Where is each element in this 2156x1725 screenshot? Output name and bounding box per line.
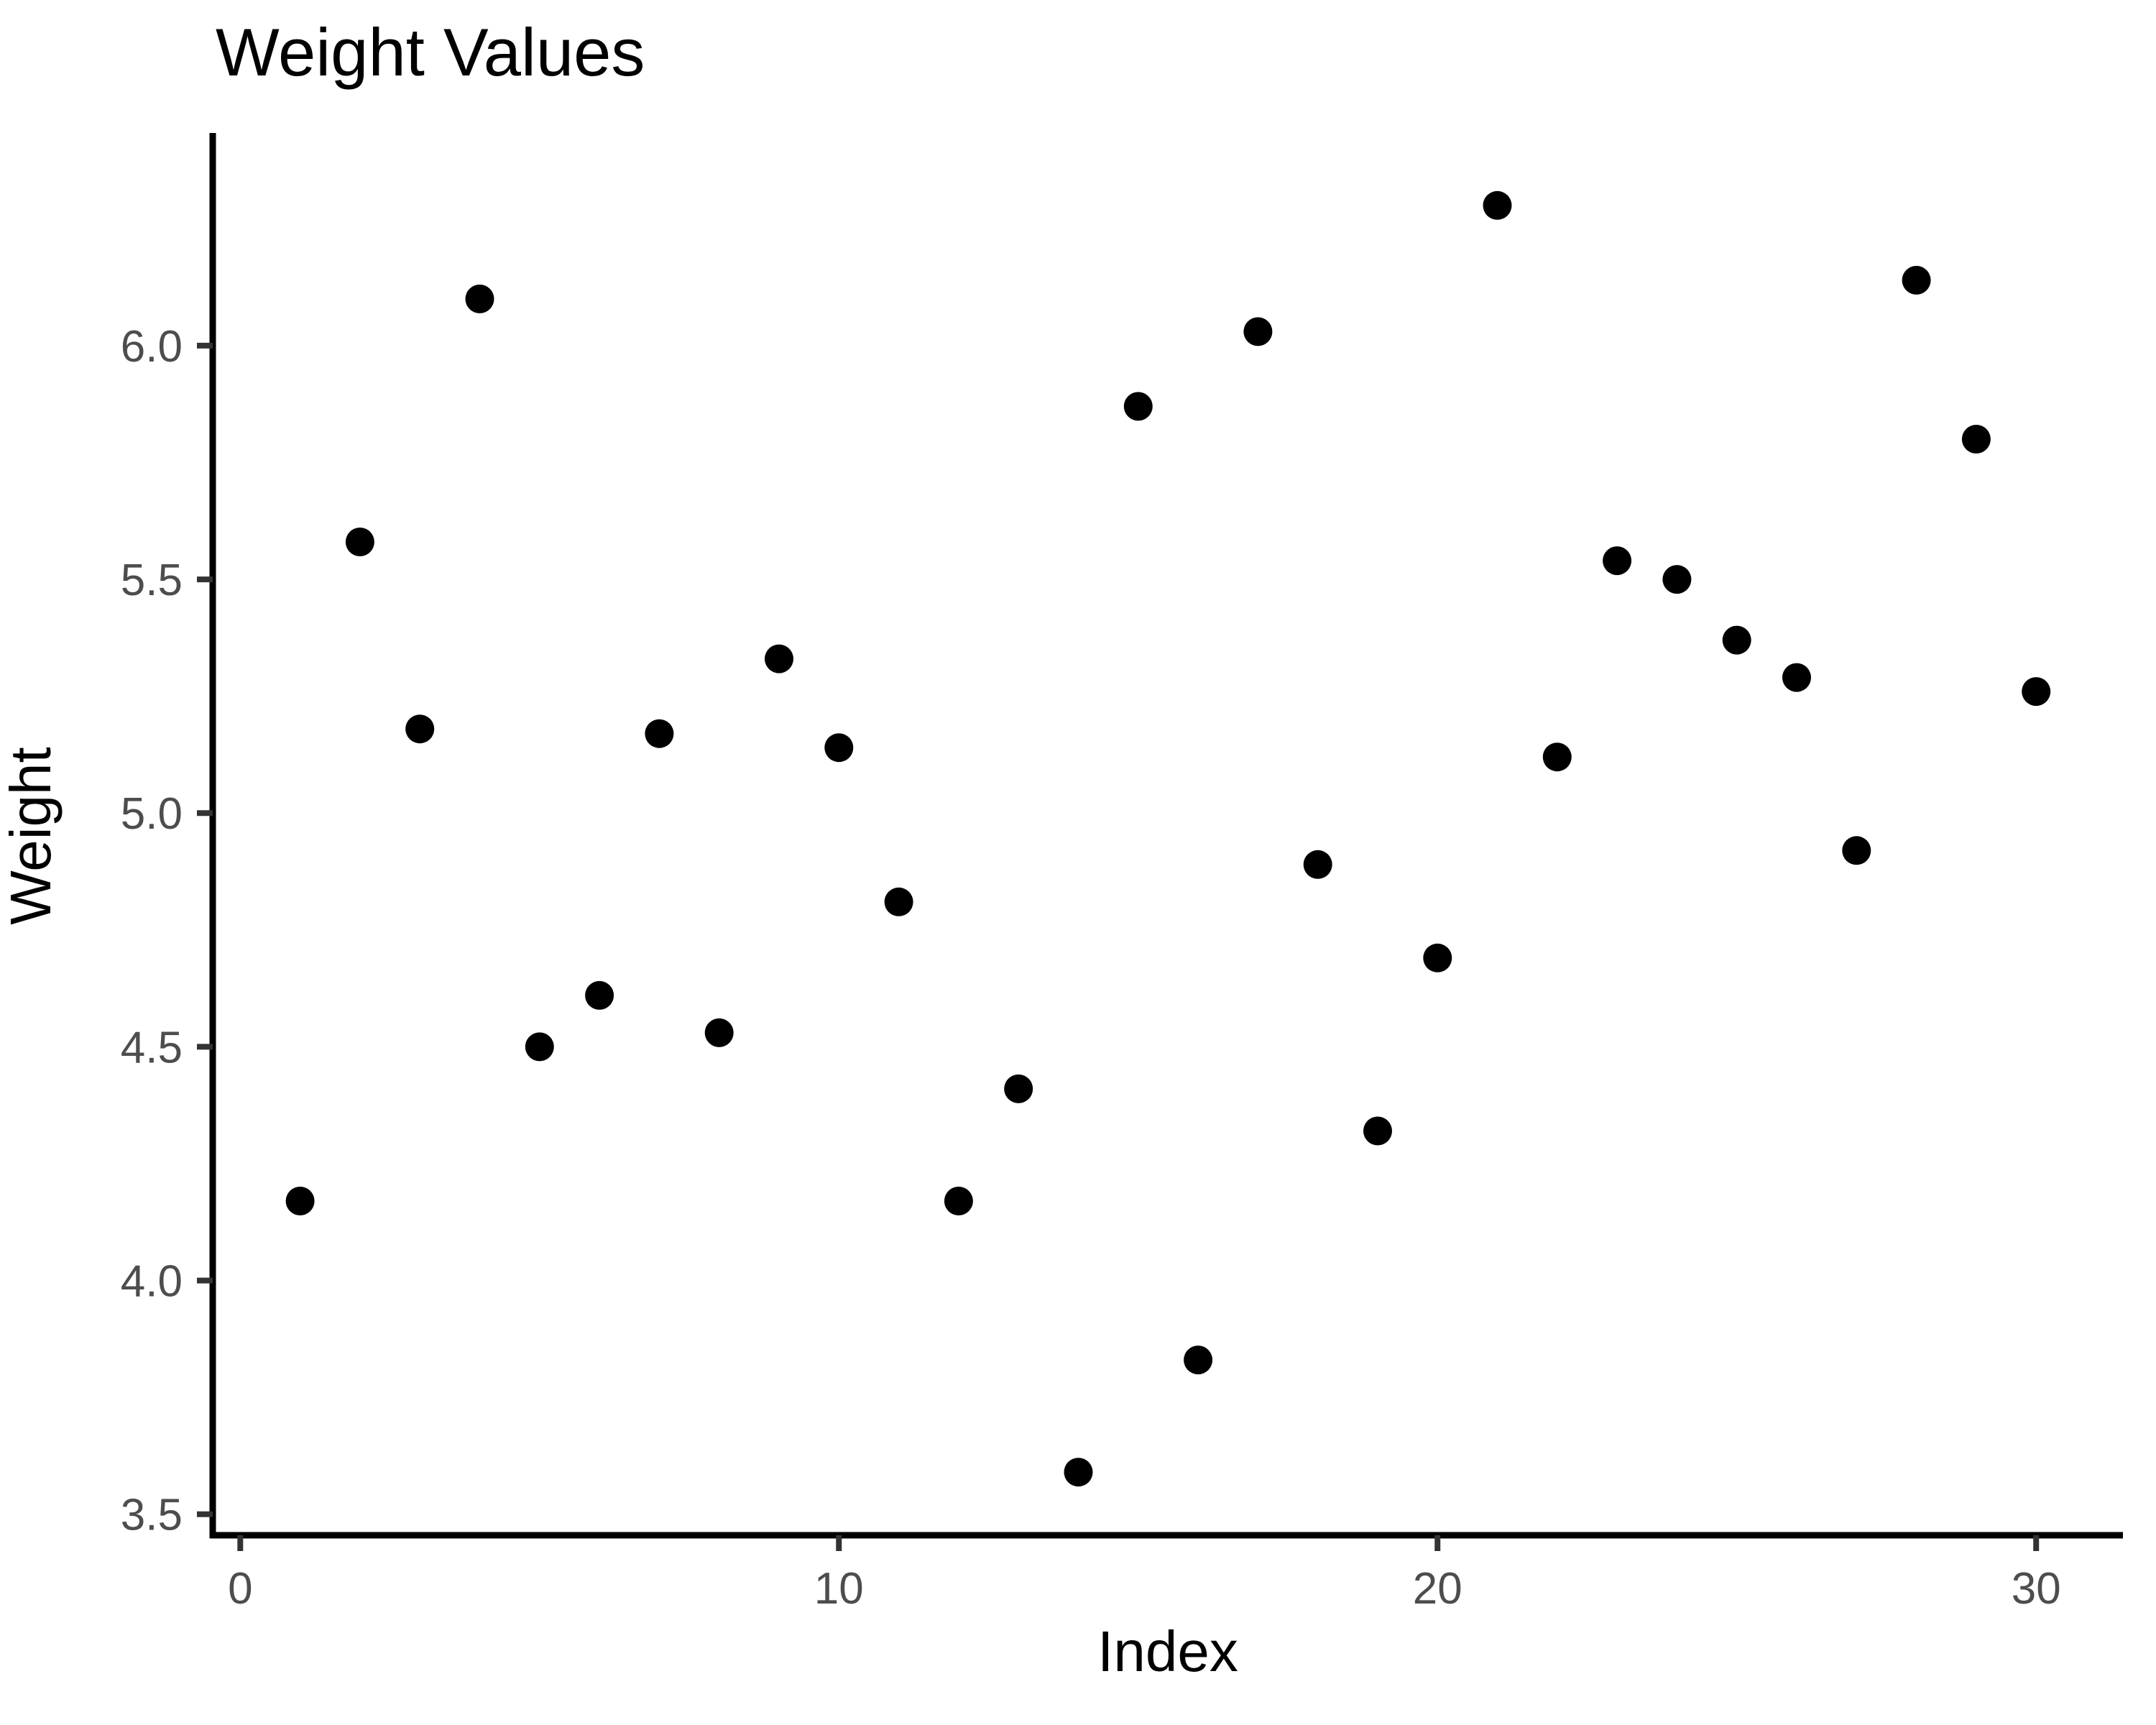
x-axis-label: Index (1097, 1619, 1238, 1683)
data-point (585, 980, 614, 1010)
data-point (465, 284, 494, 313)
data-point (525, 1032, 554, 1062)
data-point (1423, 943, 1452, 972)
data-point (884, 887, 913, 916)
data-point (944, 1187, 973, 1215)
data-point (345, 528, 374, 556)
data-point (1603, 546, 1632, 576)
data-point (1722, 625, 1751, 655)
data-point (1782, 663, 1811, 692)
y-tick-label: 5.0 (121, 789, 183, 839)
data-point (1961, 425, 1991, 454)
y-axis-label: Weight (0, 747, 63, 925)
data-point (1004, 1074, 1033, 1103)
data-point (645, 719, 674, 748)
data-point (1842, 836, 1871, 865)
x-tick-label: 10 (814, 1564, 864, 1614)
x-tick-label: 20 (1413, 1564, 1462, 1614)
data-point (1184, 1346, 1213, 1375)
data-point (704, 1018, 734, 1047)
y-tick-label: 4.5 (121, 1023, 183, 1072)
data-point (1483, 190, 1512, 220)
data-point (1902, 265, 1931, 295)
x-tick-label: 0 (228, 1564, 252, 1614)
data-point (1243, 317, 1273, 346)
data-point (824, 733, 854, 763)
data-point (2022, 677, 2051, 707)
data-point (1123, 392, 1153, 421)
data-point (405, 714, 435, 744)
data-point (285, 1187, 315, 1215)
axes-group: 0 10 20 30 3.5 4.0 4.5 5.0 5.5 6.0 (121, 133, 2123, 1614)
data-point (1303, 850, 1332, 879)
x-tick-label: 30 (2012, 1564, 2061, 1614)
y-tick-label: 5.5 (121, 556, 183, 605)
data-point (1064, 1458, 1093, 1487)
data-point (1363, 1116, 1392, 1146)
y-tick-label: 4.0 (121, 1257, 183, 1307)
data-point (1542, 742, 1572, 772)
points-group (285, 190, 2051, 1487)
chart-title: Weight Values (216, 14, 645, 90)
data-point (1662, 565, 1692, 594)
data-point (765, 644, 793, 673)
y-tick-label: 6.0 (121, 322, 183, 372)
y-tick-label: 3.5 (121, 1491, 183, 1540)
